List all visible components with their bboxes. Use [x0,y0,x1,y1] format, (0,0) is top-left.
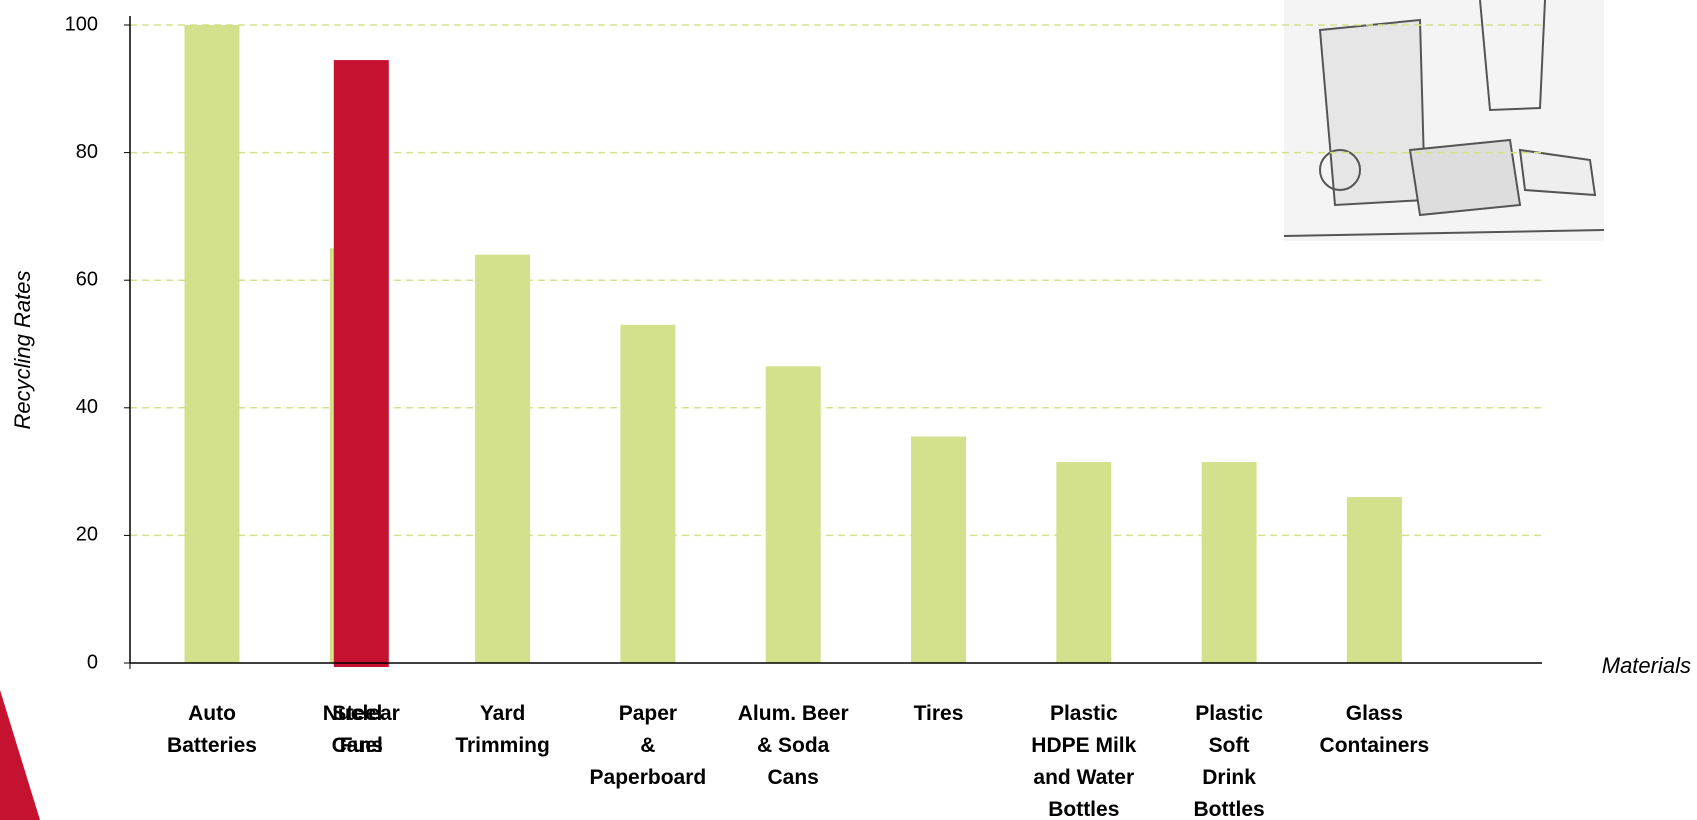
y-tick-label: 0 [87,651,98,673]
highlight-label: Nuclear Fuel [322,702,400,757]
y-tick-label: 40 [76,396,98,418]
bar [1201,462,1257,663]
x-tick-label: Paper & Paperboard [589,702,707,789]
x-axis-title: Materials [1602,653,1691,678]
bar [765,366,821,663]
y-tick-label: 20 [76,524,98,546]
highlight-bar [333,60,389,667]
x-tick-label: Tires [913,702,964,725]
x-tick-label: Steel Cans [331,702,383,757]
y-tick-label: 80 [76,141,98,163]
bar [620,324,676,663]
bar [1346,497,1402,663]
illustration [1283,0,1605,241]
x-tick-label: Alum. Beer & Soda Cans [737,702,849,789]
x-tick-label: Yard Trimming [455,702,550,757]
x-tick-label: Plastic Soft Drink Bottles [1193,702,1265,820]
x-tick-label: Auto Batteries [167,702,257,757]
bar [475,254,531,663]
decoration [0,690,40,820]
x-tick-label: Plastic HDPE Milk and Water Bottles [1031,702,1137,820]
bar [1056,462,1112,663]
y-tick-label: 60 [76,268,98,290]
x-tick-label: Glass Containers [1319,702,1430,757]
y-axis-title: Recycling Rates [10,271,35,430]
bar [911,436,966,663]
bar [184,25,240,663]
y-tick-label: 100 [65,13,98,35]
